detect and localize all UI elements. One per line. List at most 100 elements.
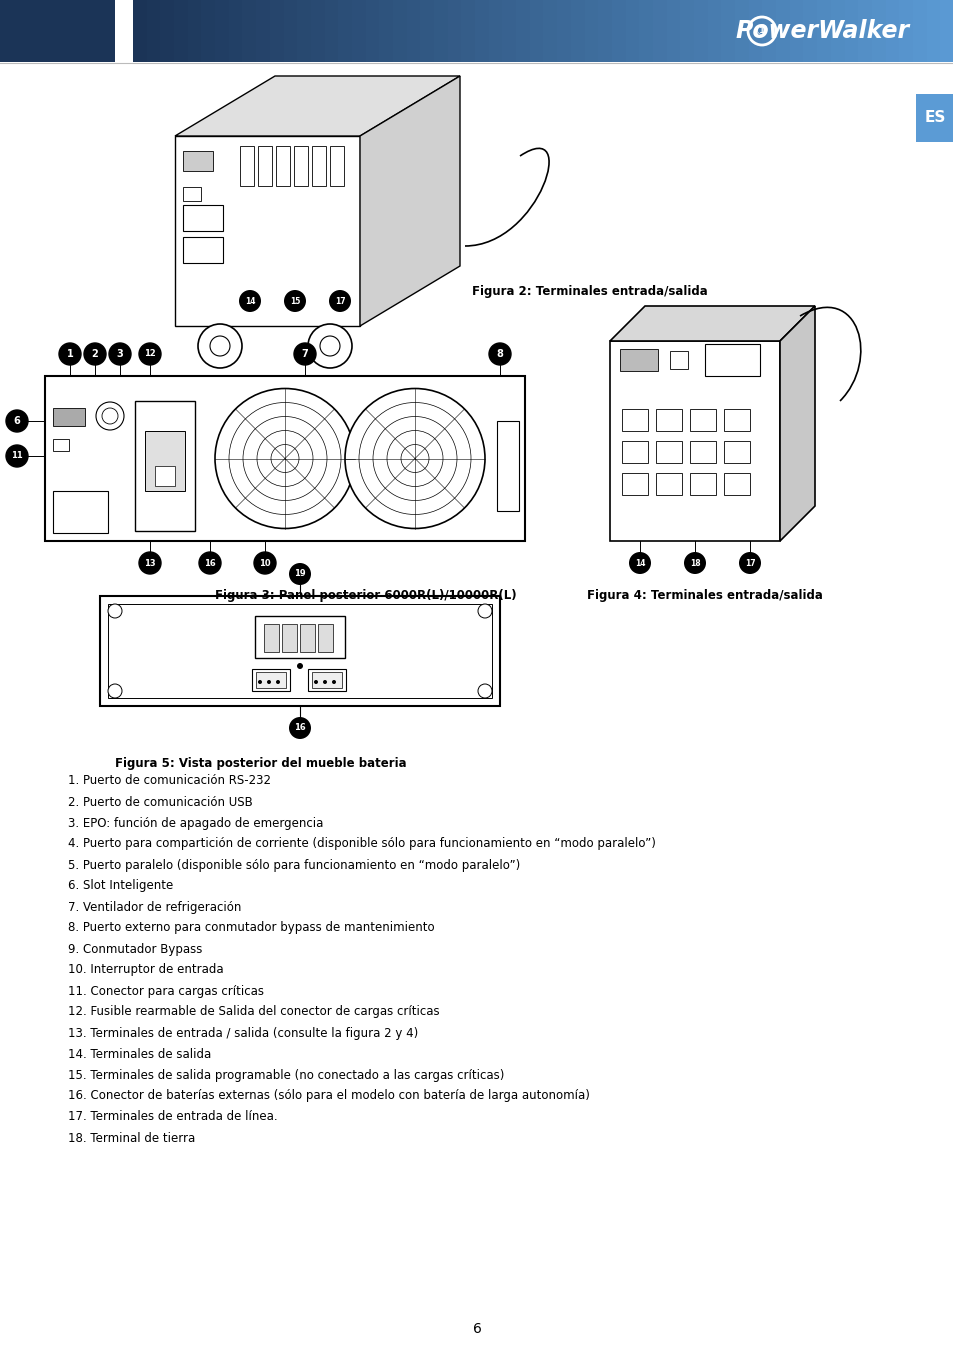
Bar [679,0,693,62]
Circle shape [109,343,131,365]
Bar [270,0,283,62]
Bar [317,624,333,653]
Bar [843,0,858,62]
Text: 15. Terminales de salida programable (no conectado a las cargas críticas): 15. Terminales de salida programable (no… [68,1069,504,1082]
Bar [45,376,524,540]
Text: 6. Slot Inteligente: 6. Slot Inteligente [68,880,173,893]
Circle shape [199,553,221,574]
Bar [789,0,802,62]
Bar [656,440,681,463]
Bar [252,669,290,690]
Bar [871,0,884,62]
Circle shape [289,563,311,585]
Bar [884,0,899,62]
Bar [330,146,344,186]
Bar [393,0,406,62]
Bar [621,409,647,431]
Bar [656,409,681,431]
Text: 14. Terminales de salida: 14. Terminales de salida [68,1047,211,1061]
Bar [324,0,338,62]
Bar [264,624,278,653]
Polygon shape [174,136,359,326]
Bar [115,0,132,62]
Text: ES: ES [923,111,944,126]
Circle shape [296,663,303,669]
Text: 17: 17 [335,296,345,305]
Circle shape [329,290,351,312]
Circle shape [477,604,492,617]
Bar [619,349,658,372]
Bar [689,473,716,494]
Bar [53,490,108,534]
Bar [434,0,447,62]
Bar [282,624,296,653]
Bar [312,146,326,186]
Text: 16. Conector de baterías externas (sólo para el modelo con batería de larga auto: 16. Conector de baterías externas (sólo … [68,1089,589,1102]
Bar [257,146,272,186]
Text: 6: 6 [13,416,20,426]
Bar [940,0,953,62]
Text: Figura 2: Terminales entrada/salida: Figura 2: Terminales entrada/salida [472,285,707,297]
Bar [689,440,716,463]
Bar [899,0,912,62]
Circle shape [489,343,511,365]
Text: 4. Puerto para compartición de corriente (disponible sólo para funcionamiento en: 4. Puerto para compartición de corriente… [68,838,656,851]
Text: 17. Terminales de entrada de línea.: 17. Terminales de entrada de línea. [68,1111,277,1124]
Bar [132,0,147,62]
Circle shape [84,343,106,365]
Text: 11: 11 [11,451,23,461]
Circle shape [139,553,161,574]
Text: 12: 12 [144,350,155,358]
Text: 18. Terminal de tierra: 18. Terminal de tierra [68,1132,195,1144]
Bar [723,409,749,431]
Bar [183,186,201,201]
Circle shape [198,324,242,367]
Bar [214,0,229,62]
Bar [584,0,598,62]
Text: 1: 1 [67,349,73,359]
Text: 13: 13 [144,558,155,567]
Bar [704,345,760,376]
Circle shape [108,604,122,617]
Circle shape [239,290,261,312]
Circle shape [314,680,317,684]
Text: 6: 6 [472,1323,481,1336]
Text: 15: 15 [290,296,300,305]
Circle shape [267,680,271,684]
Bar [147,0,160,62]
Polygon shape [609,305,814,340]
Text: 14: 14 [245,296,255,305]
Bar [639,0,652,62]
Text: 18: 18 [689,558,700,567]
Bar [720,0,735,62]
Bar [255,671,286,688]
Bar [502,0,516,62]
Text: 16: 16 [294,724,306,732]
Bar [154,466,174,486]
Bar [229,0,242,62]
Bar [656,473,681,494]
Text: ①: ① [755,24,767,38]
Bar [570,0,584,62]
Bar [294,146,308,186]
Circle shape [345,389,484,528]
Bar [0,0,115,62]
Circle shape [96,403,124,430]
Circle shape [332,680,335,684]
Circle shape [108,684,122,698]
Bar [240,146,253,186]
Bar [145,431,185,490]
Text: 12. Fusible rearmable de Salida del conector de cargas críticas: 12. Fusible rearmable de Salida del cone… [68,1005,439,1019]
Polygon shape [359,76,459,326]
Bar [652,0,666,62]
Bar [275,146,290,186]
Circle shape [683,553,705,574]
Polygon shape [174,76,459,136]
Bar [693,0,707,62]
Bar [308,669,346,690]
Text: 8. Puerto externo para conmutador bypass de mantenimiento: 8. Puerto externo para conmutador bypass… [68,921,435,935]
Text: 19: 19 [294,570,306,578]
Text: 10: 10 [259,558,271,567]
Bar [761,0,776,62]
Text: 16: 16 [204,558,215,567]
